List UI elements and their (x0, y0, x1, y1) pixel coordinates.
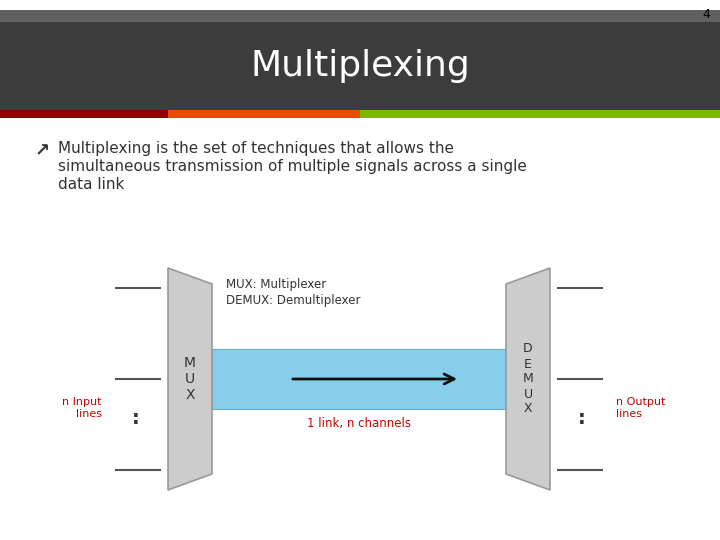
Text: :: : (132, 409, 140, 429)
Polygon shape (168, 268, 212, 490)
Text: 4: 4 (702, 8, 710, 21)
Text: data link: data link (58, 177, 125, 192)
Text: Multiplexing: Multiplexing (250, 49, 470, 83)
Bar (360, 110, 720, 118)
Text: :: : (578, 409, 586, 429)
Text: n Output
lines: n Output lines (616, 397, 665, 418)
Text: simultaneous transmission of multiple signals across a single: simultaneous transmission of multiple si… (58, 159, 527, 174)
Text: Multiplexing is the set of techniques that allows the: Multiplexing is the set of techniques th… (58, 141, 454, 156)
Text: MUX: Multiplexer: MUX: Multiplexer (226, 278, 326, 291)
Text: n Input
lines: n Input lines (63, 397, 102, 418)
Bar (0, 10, 720, 22)
Bar (0, 110, 168, 118)
Polygon shape (506, 268, 550, 490)
Bar (168, 110, 360, 118)
Text: M
U
X: M U X (184, 356, 196, 402)
Text: D
E
M
U
X: D E M U X (523, 342, 534, 415)
Text: DEMUX: Demultiplexer: DEMUX: Demultiplexer (226, 294, 361, 307)
Text: ↗: ↗ (35, 142, 50, 160)
Bar (0, 22, 720, 110)
Text: 1 link, n channels: 1 link, n channels (307, 417, 411, 430)
Bar (212, 349, 506, 409)
